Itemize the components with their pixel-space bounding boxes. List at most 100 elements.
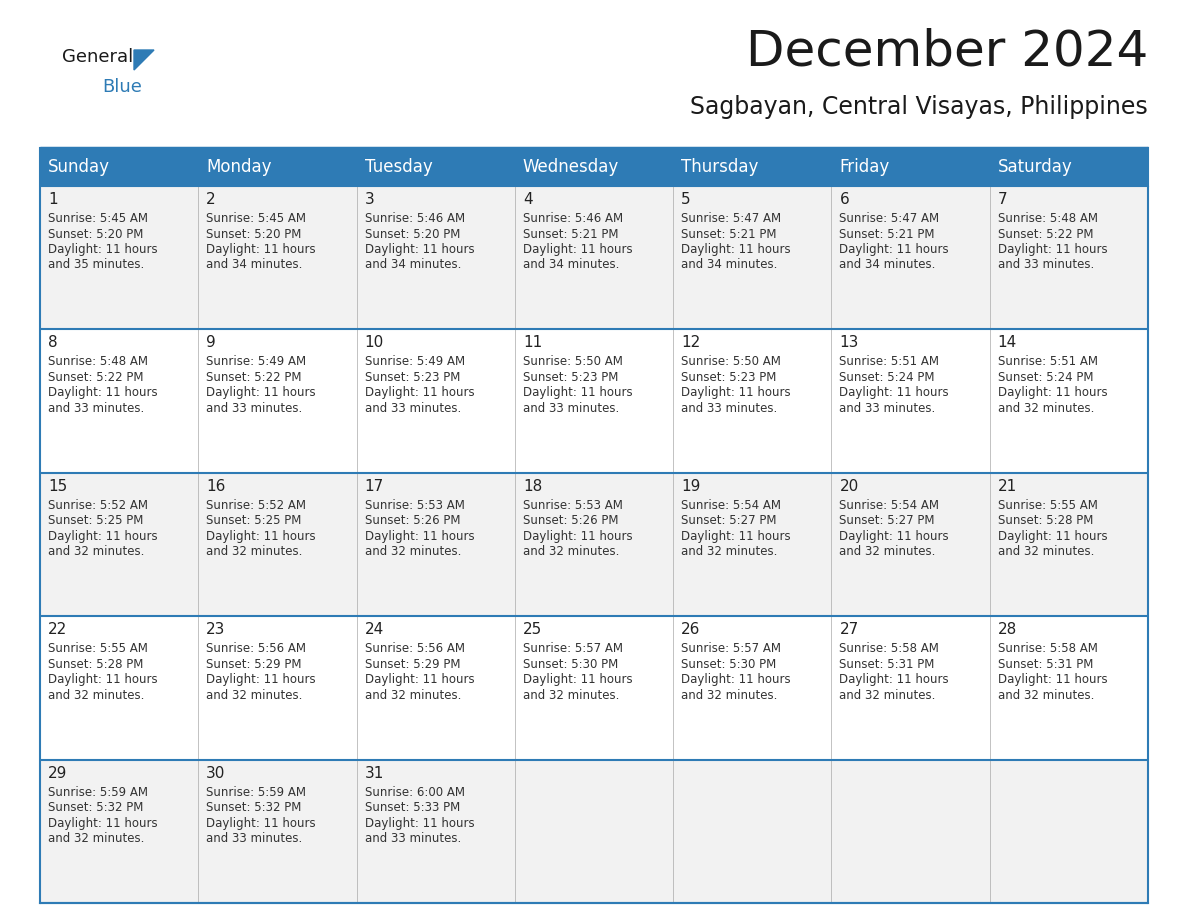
Text: Sunday: Sunday [48,158,110,176]
Text: and 32 minutes.: and 32 minutes. [48,688,145,701]
Text: Daylight: 11 hours: Daylight: 11 hours [365,817,474,830]
Text: 24: 24 [365,622,384,637]
Text: and 32 minutes.: and 32 minutes. [681,688,777,701]
Text: Daylight: 11 hours: Daylight: 11 hours [365,530,474,543]
Text: and 35 minutes.: and 35 minutes. [48,259,144,272]
Text: Daylight: 11 hours: Daylight: 11 hours [998,386,1107,399]
Text: Sunset: 5:24 PM: Sunset: 5:24 PM [998,371,1093,384]
Text: Sunset: 5:29 PM: Sunset: 5:29 PM [207,657,302,671]
Text: Sunset: 5:30 PM: Sunset: 5:30 PM [523,657,618,671]
Text: Sunset: 5:26 PM: Sunset: 5:26 PM [523,514,619,527]
Text: 26: 26 [681,622,701,637]
Text: Daylight: 11 hours: Daylight: 11 hours [840,530,949,543]
Text: Daylight: 11 hours: Daylight: 11 hours [998,243,1107,256]
Text: Sunrise: 5:56 AM: Sunrise: 5:56 AM [207,643,307,655]
Text: Sunset: 5:29 PM: Sunset: 5:29 PM [365,657,460,671]
Text: 14: 14 [998,335,1017,351]
Text: Sunrise: 5:53 AM: Sunrise: 5:53 AM [523,498,623,512]
Text: Sunrise: 5:55 AM: Sunrise: 5:55 AM [48,643,147,655]
Text: 7: 7 [998,192,1007,207]
Text: 21: 21 [998,479,1017,494]
Text: 13: 13 [840,335,859,351]
Text: and 33 minutes.: and 33 minutes. [48,402,144,415]
Text: Sunset: 5:20 PM: Sunset: 5:20 PM [365,228,460,241]
Text: Daylight: 11 hours: Daylight: 11 hours [998,530,1107,543]
Text: Sunset: 5:27 PM: Sunset: 5:27 PM [681,514,777,527]
Text: Saturday: Saturday [998,158,1073,176]
Text: and 33 minutes.: and 33 minutes. [365,832,461,845]
Text: Sunset: 5:32 PM: Sunset: 5:32 PM [48,801,144,814]
Text: Daylight: 11 hours: Daylight: 11 hours [48,817,158,830]
Text: Sunset: 5:23 PM: Sunset: 5:23 PM [365,371,460,384]
Text: General: General [62,48,133,66]
Text: Daylight: 11 hours: Daylight: 11 hours [207,530,316,543]
Text: Sunset: 5:26 PM: Sunset: 5:26 PM [365,514,460,527]
Text: 8: 8 [48,335,58,351]
Text: and 33 minutes.: and 33 minutes. [840,402,936,415]
Text: Monday: Monday [207,158,272,176]
Text: Daylight: 11 hours: Daylight: 11 hours [998,673,1107,686]
Text: Daylight: 11 hours: Daylight: 11 hours [48,530,158,543]
Text: Sunset: 5:22 PM: Sunset: 5:22 PM [998,228,1093,241]
Text: Sunrise: 5:57 AM: Sunrise: 5:57 AM [681,643,782,655]
Text: and 34 minutes.: and 34 minutes. [207,259,303,272]
Text: and 32 minutes.: and 32 minutes. [840,688,936,701]
Text: Sunrise: 5:48 AM: Sunrise: 5:48 AM [998,212,1098,225]
Text: and 32 minutes.: and 32 minutes. [365,545,461,558]
Text: Sunrise: 5:45 AM: Sunrise: 5:45 AM [48,212,148,225]
Text: 15: 15 [48,479,68,494]
Text: Sunrise: 5:48 AM: Sunrise: 5:48 AM [48,355,148,368]
Text: Sunrise: 5:51 AM: Sunrise: 5:51 AM [840,355,940,368]
Text: 18: 18 [523,479,542,494]
Text: 5: 5 [681,192,690,207]
Text: Sunrise: 5:58 AM: Sunrise: 5:58 AM [840,643,940,655]
Text: Sunset: 5:32 PM: Sunset: 5:32 PM [207,801,302,814]
Text: and 32 minutes.: and 32 minutes. [681,545,777,558]
Text: Friday: Friday [840,158,890,176]
Text: and 32 minutes.: and 32 minutes. [998,545,1094,558]
Text: Sunrise: 5:59 AM: Sunrise: 5:59 AM [48,786,148,799]
Text: 1: 1 [48,192,58,207]
Text: and 32 minutes.: and 32 minutes. [998,688,1094,701]
Bar [40,186,1148,330]
Text: Sunrise: 5:46 AM: Sunrise: 5:46 AM [365,212,465,225]
Text: Daylight: 11 hours: Daylight: 11 hours [523,530,632,543]
Text: Sunrise: 5:47 AM: Sunrise: 5:47 AM [840,212,940,225]
Text: Sunset: 5:20 PM: Sunset: 5:20 PM [48,228,144,241]
Text: Sunrise: 5:47 AM: Sunrise: 5:47 AM [681,212,782,225]
Text: Sagbayan, Central Visayas, Philippines: Sagbayan, Central Visayas, Philippines [690,95,1148,119]
Text: Sunrise: 5:54 AM: Sunrise: 5:54 AM [840,498,940,512]
Text: and 33 minutes.: and 33 minutes. [207,832,303,845]
Text: and 34 minutes.: and 34 minutes. [681,259,777,272]
Text: 17: 17 [365,479,384,494]
Text: 23: 23 [207,622,226,637]
Text: Sunrise: 5:58 AM: Sunrise: 5:58 AM [998,643,1098,655]
Text: Daylight: 11 hours: Daylight: 11 hours [840,386,949,399]
Text: Sunset: 5:21 PM: Sunset: 5:21 PM [681,228,777,241]
Text: Sunrise: 5:52 AM: Sunrise: 5:52 AM [48,498,148,512]
Text: December 2024: December 2024 [746,28,1148,76]
Text: Sunrise: 5:52 AM: Sunrise: 5:52 AM [207,498,307,512]
Text: 30: 30 [207,766,226,780]
Text: 27: 27 [840,622,859,637]
Text: 22: 22 [48,622,68,637]
Text: Daylight: 11 hours: Daylight: 11 hours [365,673,474,686]
Text: and 33 minutes.: and 33 minutes. [365,402,461,415]
Text: 31: 31 [365,766,384,780]
Text: and 32 minutes.: and 32 minutes. [207,688,303,701]
Text: Daylight: 11 hours: Daylight: 11 hours [523,243,632,256]
Text: Daylight: 11 hours: Daylight: 11 hours [681,243,791,256]
Text: Sunrise: 5:55 AM: Sunrise: 5:55 AM [998,498,1098,512]
Polygon shape [134,50,154,70]
Text: Daylight: 11 hours: Daylight: 11 hours [523,386,632,399]
Text: Sunset: 5:30 PM: Sunset: 5:30 PM [681,657,777,671]
Text: Daylight: 11 hours: Daylight: 11 hours [840,243,949,256]
Text: and 32 minutes.: and 32 minutes. [365,688,461,701]
Text: and 32 minutes.: and 32 minutes. [523,545,619,558]
Text: and 33 minutes.: and 33 minutes. [207,402,303,415]
Text: Daylight: 11 hours: Daylight: 11 hours [207,673,316,686]
Text: Daylight: 11 hours: Daylight: 11 hours [207,243,316,256]
Text: 10: 10 [365,335,384,351]
Text: 28: 28 [998,622,1017,637]
Text: Sunset: 5:33 PM: Sunset: 5:33 PM [365,801,460,814]
